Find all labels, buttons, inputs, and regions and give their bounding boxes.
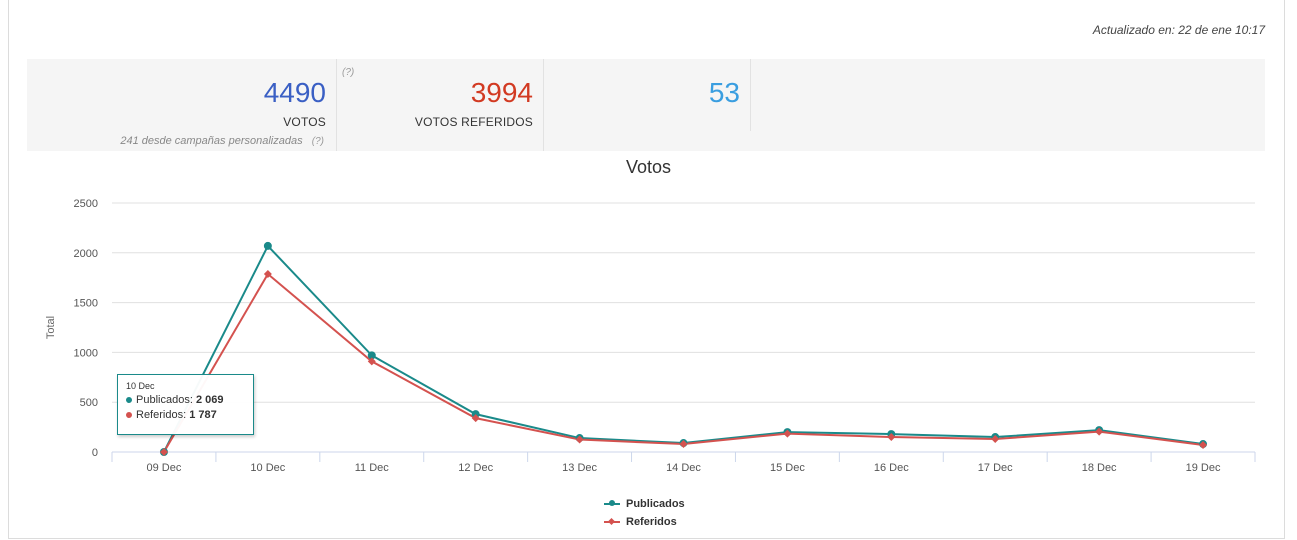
chart-title: Votos	[625, 157, 672, 177]
legend-label: Referidos	[626, 516, 677, 528]
stat-referidos-label: VOTOS REFERIDOS	[414, 115, 533, 129]
stat-votos-value: 4490	[263, 77, 326, 108]
stat-referidos-value: 3994	[470, 77, 533, 108]
x-tick-label: 18 Dec	[1082, 462, 1117, 474]
data-point-referidos	[887, 433, 896, 442]
legend-item-publicados[interactable]: Publicados	[604, 495, 685, 513]
data-point-referidos	[367, 357, 376, 366]
chart-tooltip: 10 Dec Publicados: 2 069 Referidos: 1 78…	[117, 374, 254, 435]
x-tick-label: 15 Dec	[770, 462, 805, 474]
stat-votos-referidos: (?) 3994 VOTOS REFERIDOS	[337, 59, 544, 151]
x-tick-label: 11 Dec	[355, 462, 390, 474]
tooltip-row-publicados: Publicados: 2 069	[126, 393, 245, 408]
widget-frame	[8, 0, 1285, 539]
campaign-note-text: 241 desde campañas personalizadas	[120, 135, 303, 147]
stat-votos: 4490 VOTOS 241 desde campañas personaliz…	[27, 59, 337, 151]
x-tick-label: 10 Dec	[250, 462, 285, 474]
x-tick-label: 17 Dec	[978, 462, 1013, 474]
series-dot-icon	[126, 412, 132, 419]
series-line-publicados	[163, 244, 1204, 453]
stat-votos-note: 241 desde campañas personalizadas (?)	[120, 135, 324, 147]
data-point-referidos	[991, 435, 1000, 444]
x-tick-label: 12 Dec	[458, 462, 493, 474]
tooltip-date: 10 Dec	[126, 381, 155, 391]
tooltip-series-name: Publicados	[136, 394, 190, 406]
updated-timestamp: Actualizado en: 22 de ene 10:17	[1092, 23, 1265, 37]
legend-item-referidos[interactable]: Referidos	[604, 513, 685, 531]
y-tick-label: 0	[92, 447, 98, 459]
series-dot-icon	[126, 397, 132, 404]
circle-marker-icon	[609, 500, 615, 506]
data-point-referidos	[471, 414, 480, 423]
data-point-referidos	[1199, 441, 1208, 450]
data-point-publicados	[263, 241, 272, 250]
tooltip-row-referidos: Referidos: 1 787	[126, 408, 245, 423]
stat-third-value: 53	[708, 77, 740, 108]
tooltip-series-value: 1 787	[189, 409, 217, 421]
x-tick-label: 13 Dec	[562, 462, 597, 474]
help-icon[interactable]: (?)	[311, 136, 324, 147]
y-tick-label: 500	[80, 397, 98, 409]
stats-panel: 4490 VOTOS 241 desde campañas personaliz…	[27, 59, 1265, 151]
data-point-referidos	[263, 270, 272, 279]
help-icon[interactable]: (?)	[342, 67, 355, 78]
y-tick-label: 1000	[74, 347, 98, 359]
x-tick-label: 14 Dec	[666, 462, 701, 474]
y-tick-label: 2500	[74, 198, 98, 210]
data-point-referidos	[679, 440, 688, 449]
chart-legend: Publicados Referidos	[604, 495, 685, 531]
stat-third: 53	[544, 59, 751, 131]
data-point-publicados	[367, 351, 376, 360]
legend-label: Publicados	[626, 498, 685, 510]
diamond-marker-icon	[607, 517, 616, 526]
x-tick-label: 09 Dec	[147, 462, 182, 474]
data-point-referidos	[783, 429, 792, 438]
x-tick-label: 16 Dec	[874, 462, 909, 474]
x-tick-label: 19 Dec	[1186, 462, 1221, 474]
data-point-referidos	[1095, 427, 1104, 436]
stat-votos-label: VOTOS	[283, 115, 326, 129]
tooltip-series-name: Referidos	[136, 409, 184, 421]
data-point-referidos	[159, 448, 168, 456]
y-axis-title: Total	[45, 316, 57, 339]
y-tick-label: 2000	[74, 248, 98, 260]
y-tick-label: 1500	[74, 298, 98, 310]
tooltip-series-value: 2 069	[195, 394, 224, 406]
data-point-referidos	[575, 435, 584, 444]
